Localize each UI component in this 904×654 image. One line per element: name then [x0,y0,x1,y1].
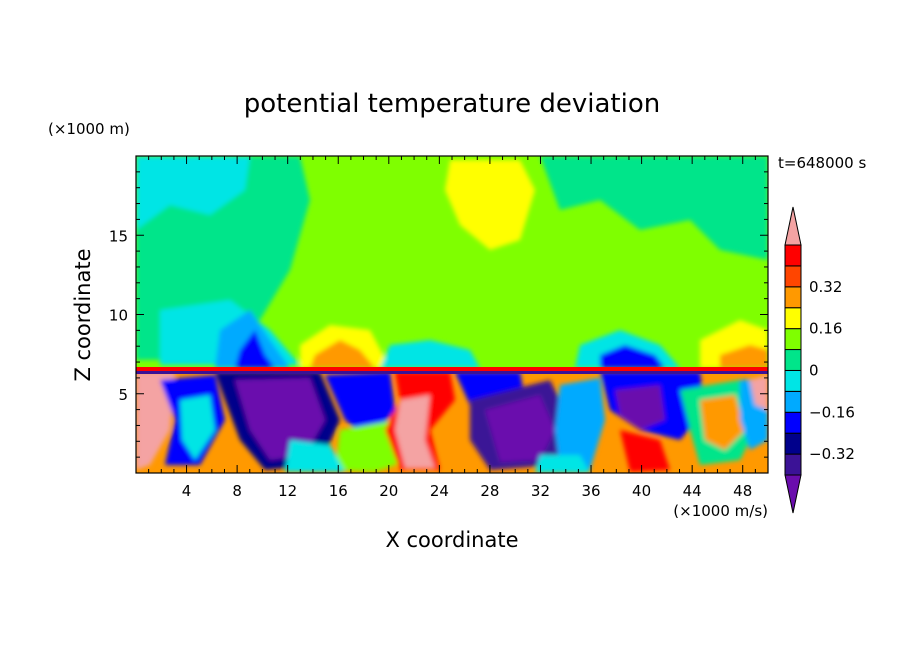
x-tick-label: 8 [232,482,242,500]
colorbar-swatch [784,453,802,476]
colorbar-swatch [784,328,802,351]
colorbar-swatch [784,411,802,434]
colorbar-swatch [784,244,802,267]
colorbar-swatch [784,286,802,309]
x-tick-label: 16 [329,482,348,500]
x-tick-label: 44 [683,482,702,500]
y-axis: 5 10 15 [109,171,768,458]
y-tick-label: 10 [109,307,128,325]
colorbar-label: 0.32 [809,278,842,296]
colorbar-label: −0.16 [809,403,855,421]
colorbar-swatch [784,369,802,392]
colorbar-label: 0.16 [809,320,842,338]
x-tick-label: 36 [581,482,600,500]
x-axis: 4 8 12 16 20 24 28 32 36 40 44 48 [148,156,756,500]
colorbar-swatch [784,265,802,288]
y-tick-label: 5 [118,386,128,404]
y-tick-label: 15 [109,227,128,245]
x-tick-label: 48 [733,482,752,500]
colorbar-label: 0 [809,361,819,379]
x-tick-label: 4 [182,482,192,500]
colorbar-swatch [784,390,802,413]
contour-field [136,156,768,473]
y-unit-label: (×1000 m) [48,120,130,138]
colorbar-swatch [784,349,802,371]
x-tick-label: 32 [531,482,550,500]
x-tick-label: 40 [632,482,651,500]
x-tick-label: 20 [379,482,398,500]
colorbar-label: −0.32 [809,445,855,463]
x-tick-label: 28 [480,482,499,500]
colorbar-max-arrow [784,206,802,246]
x-axis-title: X coordinate [385,528,518,552]
time-label: t=648000 s [778,154,866,172]
y-axis-title: Z coordinate [71,248,95,381]
x-tick-label: 24 [430,482,449,500]
colorbar-min-arrow [784,474,802,514]
colorbar: 0.32 0.16 0 −0.16 −0.32 [784,206,855,514]
colorbar-swatch [784,432,802,455]
colorbar-swatch [784,307,802,330]
x-unit-label: (×1000 m/s) [673,502,768,520]
chart-title: potential temperature deviation [244,89,660,119]
x-tick-label: 12 [278,482,297,500]
